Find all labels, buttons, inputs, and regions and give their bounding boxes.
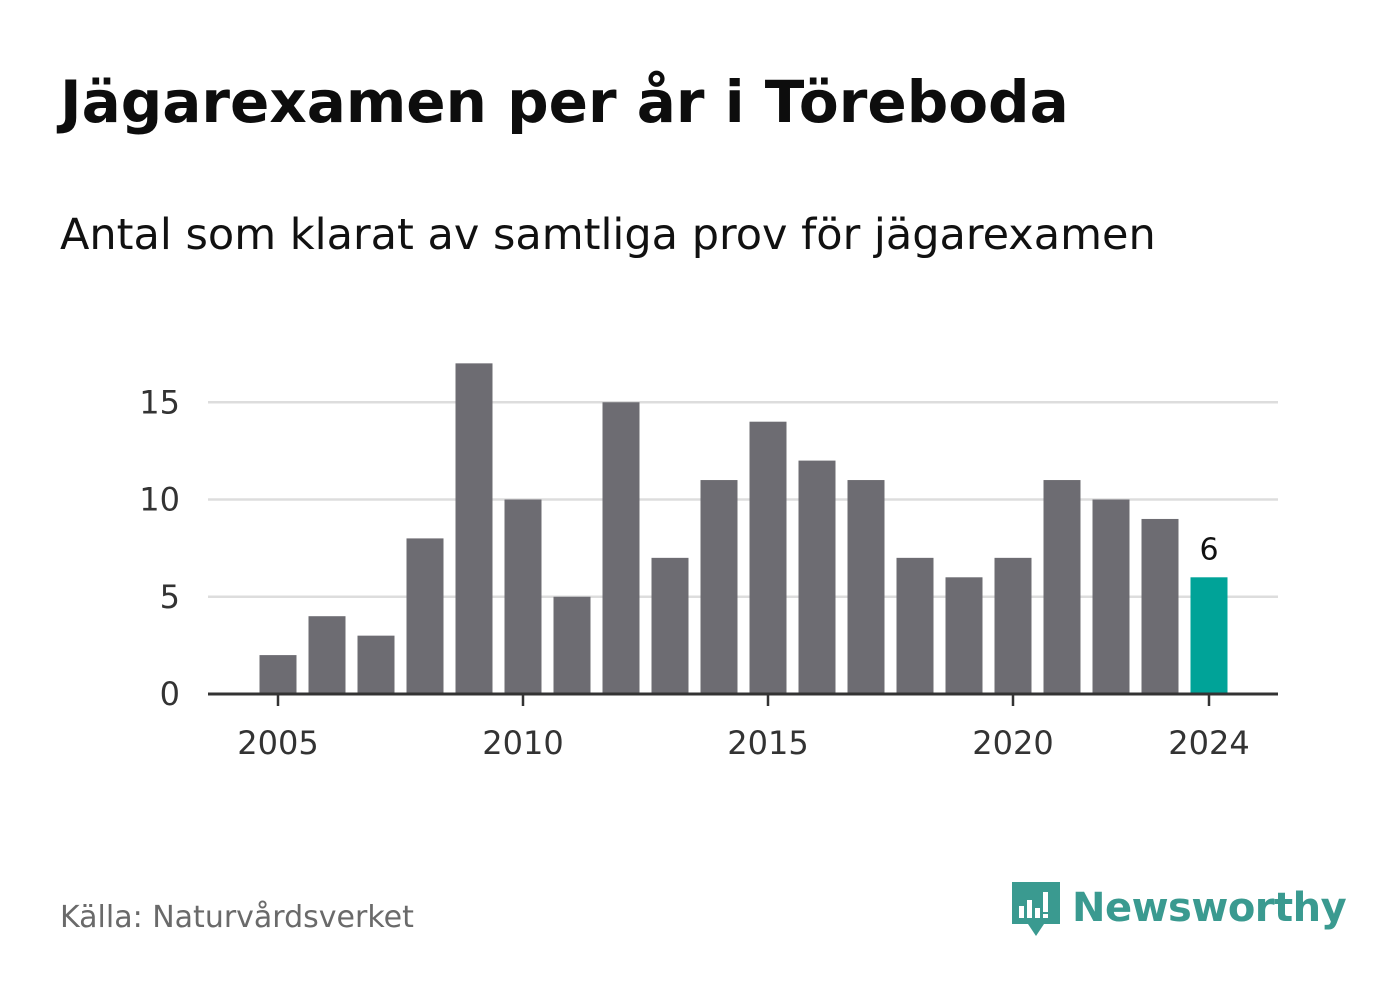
bar-2023	[1141, 518, 1179, 694]
bar-2009	[455, 363, 493, 694]
bar-2007	[357, 635, 395, 694]
data-label-2024: 6	[1199, 532, 1218, 567]
bar-2020	[994, 557, 1032, 694]
x-tick-label: 2015	[727, 724, 808, 762]
bar-2014	[700, 480, 738, 694]
bar-2018	[896, 557, 934, 694]
chart-title: Jägarexamen per år i Töreboda	[60, 68, 1069, 136]
y-axis-labels: 0 5 10 15	[139, 383, 180, 713]
x-axis-labels: 2005 2010 2015 2020 2024	[237, 724, 1249, 762]
bar-2006	[308, 616, 346, 694]
y-tick-label: 10	[139, 481, 180, 519]
x-tick-label: 2020	[972, 724, 1053, 762]
bar-2012	[602, 402, 640, 694]
x-tick-label: 2010	[482, 724, 563, 762]
bar-2011	[553, 596, 591, 694]
bar-2021	[1043, 480, 1081, 694]
bar-2008	[406, 538, 444, 694]
bar-chart: 0 5 10 15 2005 2010 2015 2020 2024 6	[139, 363, 1278, 762]
y-tick-label: 0	[160, 675, 180, 713]
bar-2013	[651, 557, 689, 694]
brand-logo: Newsworthy	[1010, 878, 1347, 938]
bar-2019	[945, 577, 983, 694]
bar-2010	[504, 499, 542, 694]
data-labels: 6	[1199, 532, 1218, 567]
bar-2005	[259, 655, 297, 694]
bar-2015	[749, 421, 787, 694]
newsworthy-logo-icon	[1012, 882, 1060, 936]
bar-2022	[1092, 499, 1130, 694]
bar-2016	[798, 460, 836, 694]
x-axis	[208, 692, 1278, 706]
source-note: Källa: Naturvårdsverket	[60, 900, 414, 935]
bar-2017	[847, 480, 885, 694]
x-tick-label: 2005	[237, 724, 318, 762]
chart-subtitle: Antal som klarat av samtliga prov för jä…	[60, 210, 1156, 260]
y-tick-label: 15	[139, 383, 180, 421]
y-tick-label: 5	[160, 578, 180, 616]
bar-2024	[1190, 577, 1228, 694]
bars	[259, 363, 1228, 694]
brand-name: Newsworthy	[1072, 885, 1347, 931]
x-tick-label: 2024	[1168, 724, 1249, 762]
